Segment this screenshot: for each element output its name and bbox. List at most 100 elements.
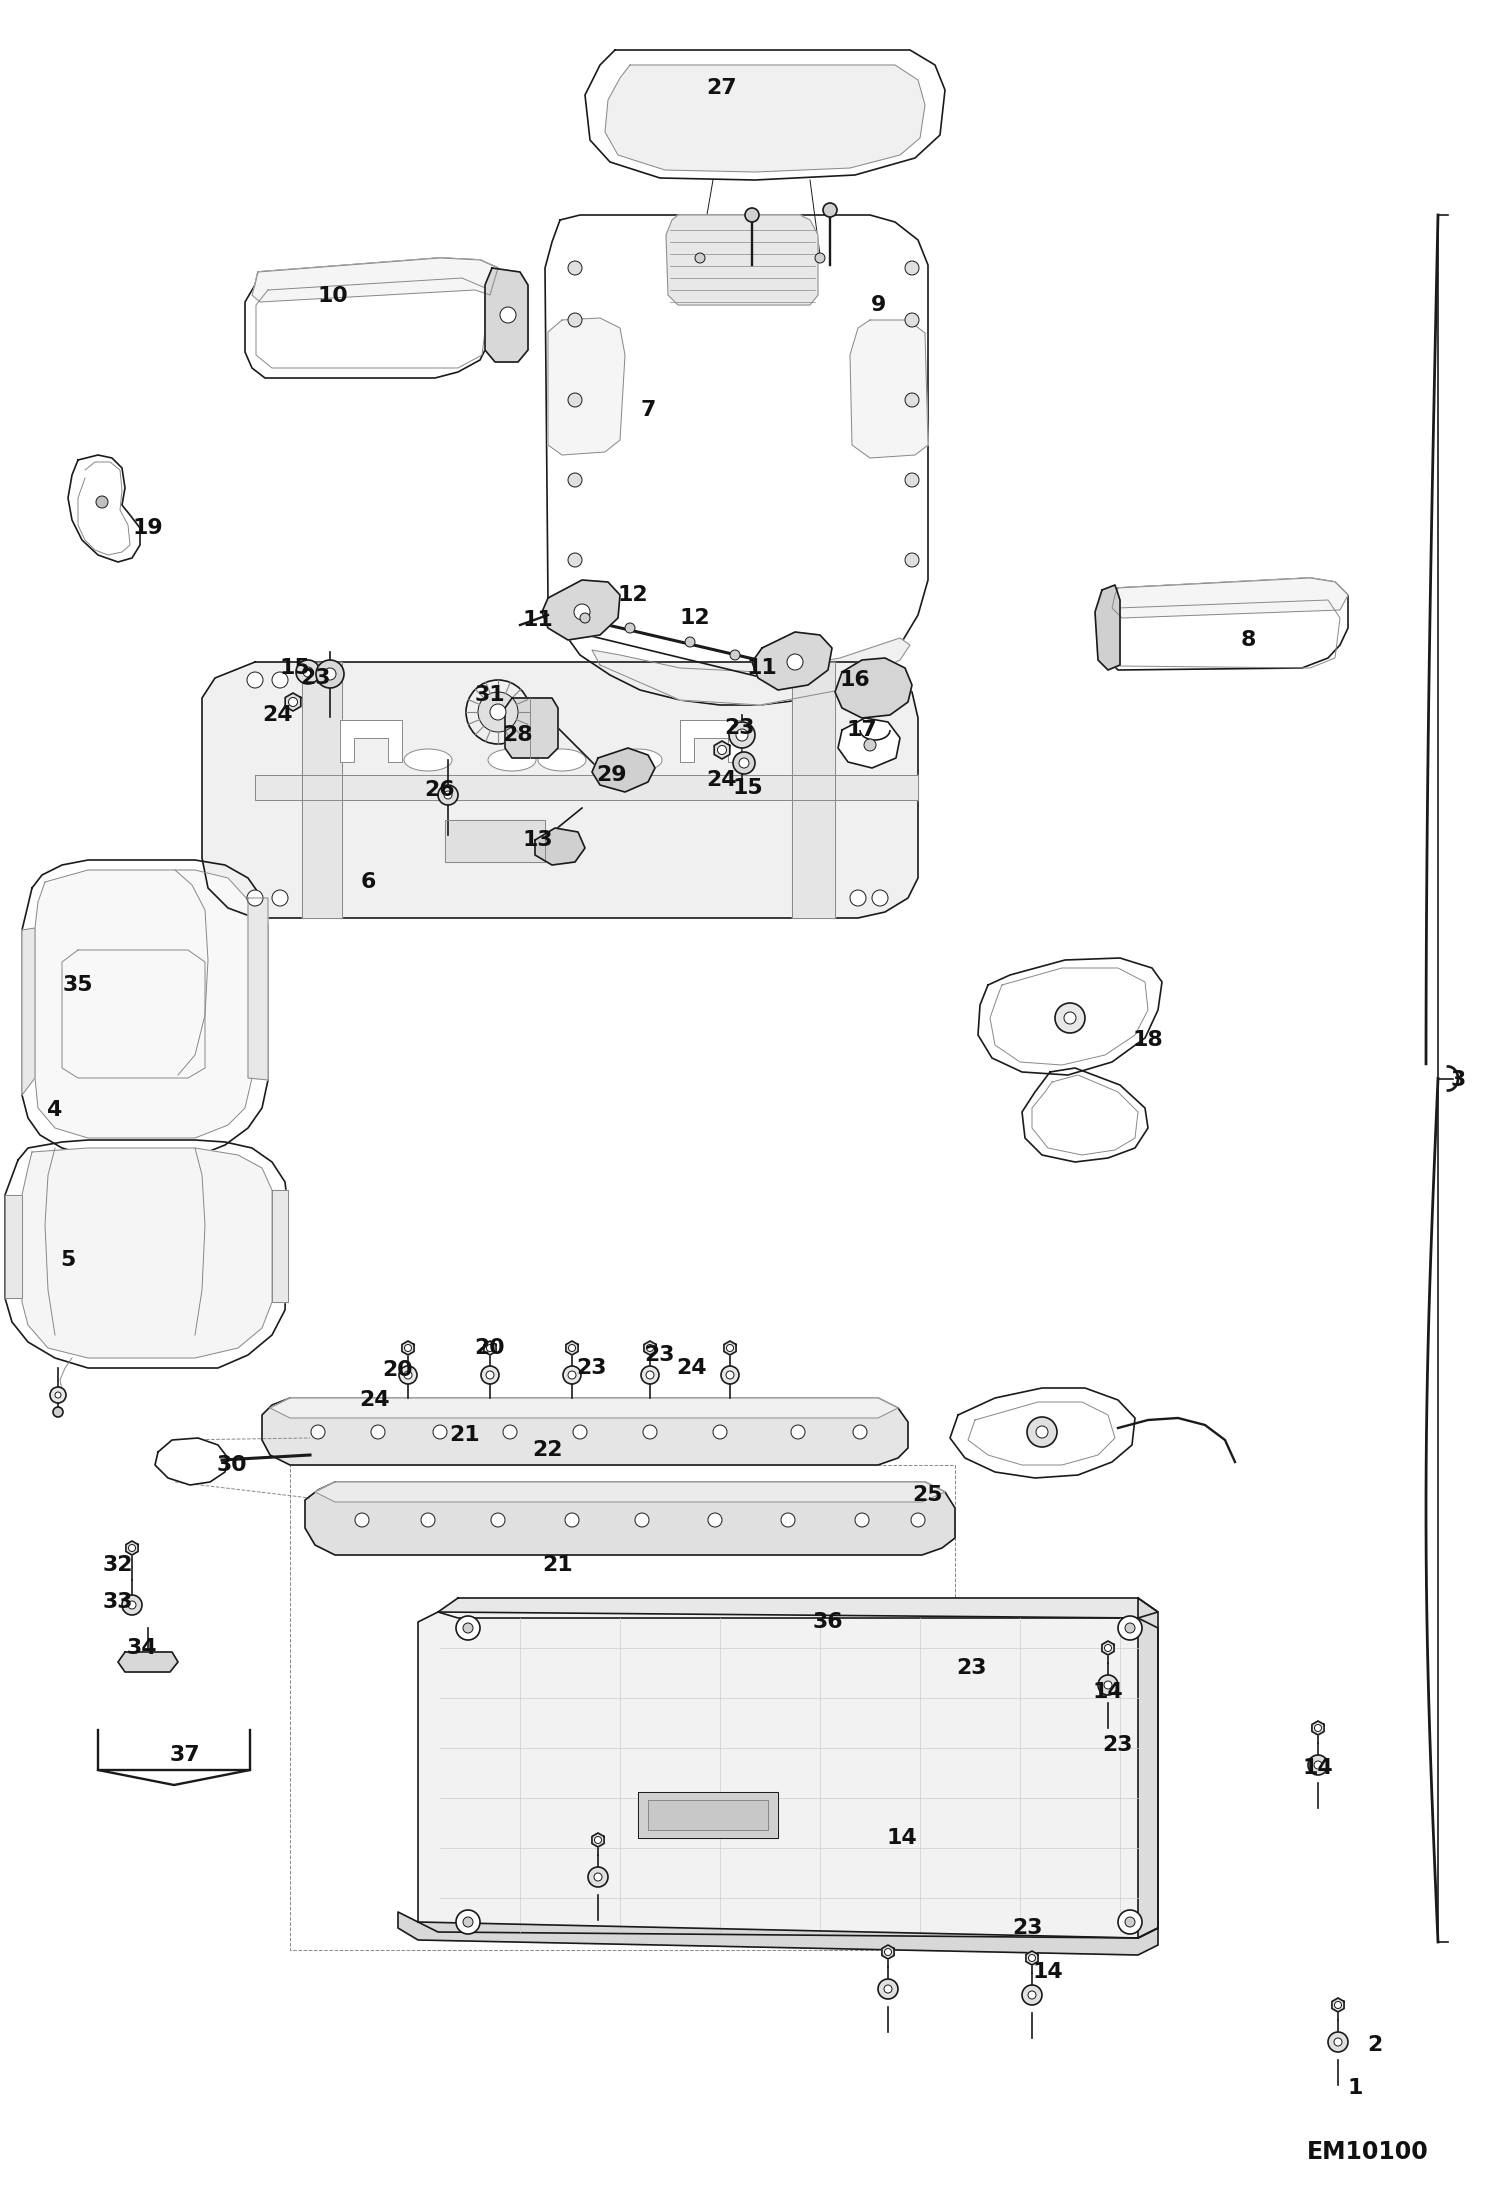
Text: 23: 23 xyxy=(1013,1918,1043,1937)
Text: 13: 13 xyxy=(523,829,553,849)
Circle shape xyxy=(786,654,803,669)
Circle shape xyxy=(855,1514,869,1527)
Polygon shape xyxy=(437,1597,1158,1617)
Polygon shape xyxy=(1312,1720,1324,1735)
Polygon shape xyxy=(680,720,742,761)
Text: 30: 30 xyxy=(217,1455,247,1474)
Polygon shape xyxy=(401,1341,413,1356)
Polygon shape xyxy=(605,66,924,171)
Text: 15: 15 xyxy=(280,658,310,678)
Text: 8: 8 xyxy=(1240,630,1255,649)
Circle shape xyxy=(1315,1724,1321,1731)
Circle shape xyxy=(815,252,825,263)
Circle shape xyxy=(643,1424,658,1439)
Text: 31: 31 xyxy=(475,685,505,704)
Text: 11: 11 xyxy=(746,658,777,678)
Circle shape xyxy=(563,1367,581,1384)
Text: 37: 37 xyxy=(169,1744,201,1764)
Circle shape xyxy=(127,1602,136,1608)
Circle shape xyxy=(96,496,108,509)
Circle shape xyxy=(733,753,755,774)
Circle shape xyxy=(1118,1617,1141,1639)
Polygon shape xyxy=(505,698,557,757)
Circle shape xyxy=(736,728,748,742)
Circle shape xyxy=(500,307,515,323)
Circle shape xyxy=(404,1345,412,1352)
Polygon shape xyxy=(126,1540,138,1556)
Polygon shape xyxy=(22,928,34,1095)
Polygon shape xyxy=(535,827,586,864)
Polygon shape xyxy=(273,1189,288,1301)
Text: 16: 16 xyxy=(839,669,870,689)
Text: 9: 9 xyxy=(870,294,885,316)
Polygon shape xyxy=(418,1613,1158,1937)
Polygon shape xyxy=(252,259,497,303)
Text: 23: 23 xyxy=(644,1345,676,1365)
Circle shape xyxy=(641,1367,659,1384)
Circle shape xyxy=(565,1514,580,1527)
Circle shape xyxy=(491,1514,505,1527)
Polygon shape xyxy=(4,1141,288,1369)
Polygon shape xyxy=(849,320,927,459)
Circle shape xyxy=(730,722,755,748)
Circle shape xyxy=(864,739,876,750)
Text: EM10100: EM10100 xyxy=(1308,2139,1429,2163)
Circle shape xyxy=(1028,1990,1037,1999)
Circle shape xyxy=(574,1424,587,1439)
Circle shape xyxy=(1329,2032,1348,2051)
Polygon shape xyxy=(4,1196,22,1299)
Text: 2: 2 xyxy=(1368,2036,1383,2056)
Circle shape xyxy=(297,660,321,685)
Circle shape xyxy=(55,1391,61,1398)
Circle shape xyxy=(1098,1674,1118,1696)
Circle shape xyxy=(121,1595,142,1615)
Circle shape xyxy=(273,891,288,906)
Text: 14: 14 xyxy=(1092,1683,1124,1703)
Polygon shape xyxy=(834,658,912,717)
Polygon shape xyxy=(592,1832,604,1847)
Circle shape xyxy=(647,1345,653,1352)
Polygon shape xyxy=(638,1792,777,1839)
Circle shape xyxy=(718,746,727,755)
Circle shape xyxy=(466,680,530,744)
Text: 3: 3 xyxy=(1450,1071,1465,1090)
Circle shape xyxy=(905,393,918,408)
Polygon shape xyxy=(586,50,945,180)
Circle shape xyxy=(398,1367,416,1384)
Polygon shape xyxy=(1095,586,1121,669)
Text: 25: 25 xyxy=(912,1485,944,1505)
Polygon shape xyxy=(950,1389,1135,1479)
Circle shape xyxy=(822,204,837,217)
Circle shape xyxy=(404,1371,412,1380)
Circle shape xyxy=(589,1867,608,1887)
Text: 14: 14 xyxy=(887,1828,917,1847)
Circle shape xyxy=(730,649,740,660)
Circle shape xyxy=(372,1424,385,1439)
Circle shape xyxy=(1335,2001,1342,2008)
Circle shape xyxy=(1335,2038,1342,2047)
Circle shape xyxy=(289,698,298,706)
Text: 22: 22 xyxy=(533,1439,563,1459)
Text: 17: 17 xyxy=(846,720,878,739)
Text: 35: 35 xyxy=(63,974,93,996)
Text: 33: 33 xyxy=(103,1593,133,1613)
Circle shape xyxy=(1104,1646,1112,1652)
Circle shape xyxy=(421,1514,434,1527)
Polygon shape xyxy=(1022,1068,1147,1163)
Polygon shape xyxy=(1138,1597,1158,1937)
Polygon shape xyxy=(1103,1641,1115,1654)
Polygon shape xyxy=(542,579,620,641)
Circle shape xyxy=(727,1345,734,1352)
Circle shape xyxy=(849,891,866,906)
Circle shape xyxy=(780,1514,795,1527)
Text: 24: 24 xyxy=(360,1391,391,1411)
Text: 7: 7 xyxy=(640,399,656,419)
Circle shape xyxy=(1029,1955,1035,1961)
Circle shape xyxy=(1125,1918,1135,1926)
Circle shape xyxy=(872,891,888,906)
Circle shape xyxy=(433,1424,446,1439)
Circle shape xyxy=(568,314,583,327)
Text: 24: 24 xyxy=(677,1358,707,1378)
Text: 14: 14 xyxy=(1303,1757,1333,1777)
Circle shape xyxy=(247,671,264,689)
